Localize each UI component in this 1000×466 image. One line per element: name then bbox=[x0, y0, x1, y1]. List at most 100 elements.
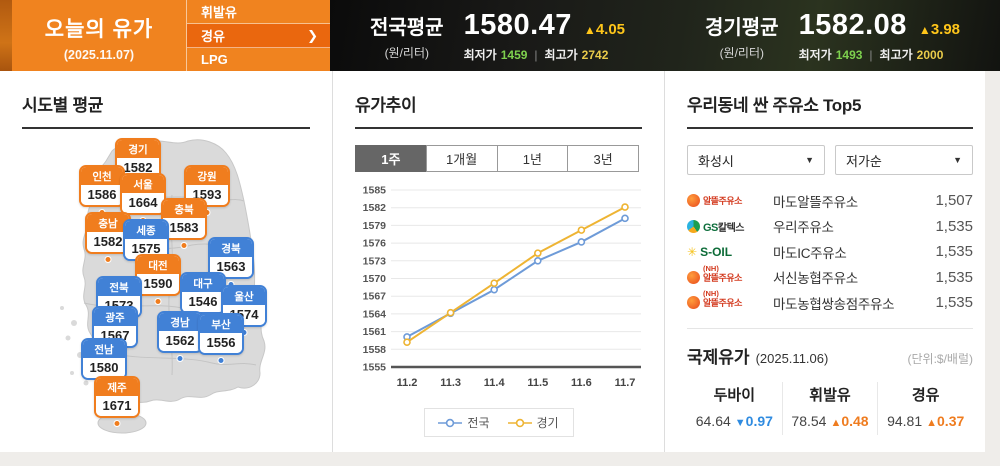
fuel-tab-0[interactable]: 휘발유❯ bbox=[187, 0, 330, 24]
station-price: 1,535 bbox=[935, 217, 973, 235]
station-row-0[interactable]: 알뜰주유소 마도알뜰주유소 1,507 bbox=[687, 188, 973, 214]
station-brand-logo: 알뜰주유소 (NH) bbox=[687, 289, 773, 310]
banner-delta-value: 3.98 bbox=[930, 20, 961, 38]
banner-values: 1580.47 ▲4.05 최저가 1459 | 최고가 2742 bbox=[464, 9, 625, 63]
region-dot-icon bbox=[176, 354, 184, 362]
station-name: 마도농협쌍송점주유소 bbox=[773, 296, 895, 312]
station-list: 알뜰주유소 마도알뜰주유소 1,507 GS칼텍스 우리주유소 1,535 ✳ S-OIL 마도… bbox=[687, 188, 973, 316]
station-price: 1,535 bbox=[935, 268, 973, 286]
region-marker-16[interactable]: 제주 1671 bbox=[94, 376, 140, 427]
intl-delta: ▲0.48 bbox=[830, 413, 868, 429]
intl-delta: ▼0.97 bbox=[735, 413, 773, 429]
brand-text: GS칼텍스 bbox=[703, 221, 745, 234]
fuel-tab-1[interactable]: 경유 ❯ bbox=[187, 24, 330, 48]
banner-label-box: 전국평균 (원/리터) bbox=[370, 11, 444, 61]
banner-region-label: 경기평균 bbox=[704, 16, 779, 39]
region-price: 1562 bbox=[159, 331, 201, 351]
select-value: 화성시 bbox=[698, 153, 734, 169]
region-marker-1[interactable]: 인천 1586 bbox=[79, 165, 125, 216]
station-row-2[interactable]: ✳ S-OIL 마도IC주유소 1,535 bbox=[687, 239, 973, 265]
page-title: 오늘의 유가 bbox=[44, 18, 154, 41]
intl-product-name: 휘발유 bbox=[809, 386, 851, 404]
soil-sun-icon: ✳ bbox=[687, 244, 698, 259]
station-row-4[interactable]: 알뜰주유소 (NH) 마도농협쌍송점주유소 1,535 bbox=[687, 289, 973, 316]
trend-chart-box: 1555 1558 1561 1564 1567 1570 1573 1576 1579 1582… bbox=[355, 182, 642, 400]
range-tab-0[interactable]: 1주 bbox=[355, 145, 427, 172]
sort-select[interactable]: 저가순 ▼ bbox=[835, 145, 973, 175]
region-price: 1586 bbox=[81, 185, 123, 205]
region-marker-2[interactable]: 서울 1664 bbox=[120, 173, 166, 224]
svg-text:11.6: 11.6 bbox=[571, 377, 592, 389]
range-tab-1[interactable]: 1개월 bbox=[425, 145, 498, 172]
fuel-tab-2[interactable]: LPG❯ bbox=[187, 48, 330, 71]
station-name: 우리주유소 bbox=[773, 220, 834, 236]
city-select[interactable]: 화성시 ▼ bbox=[687, 145, 825, 175]
region-marker-8[interactable]: 대전 1590 bbox=[135, 254, 181, 305]
svg-text:1555: 1555 bbox=[363, 362, 387, 374]
svg-text:1570: 1570 bbox=[363, 273, 387, 285]
region-marker-15[interactable]: 전남 1580 bbox=[81, 338, 127, 389]
region-marker-10[interactable]: 대구 1546 bbox=[180, 272, 226, 323]
region-price: 1582 bbox=[117, 158, 159, 178]
region-name: 제주 bbox=[96, 378, 138, 396]
region-marker-12[interactable]: 광주 1567 bbox=[92, 306, 138, 357]
station-row-3[interactable]: 알뜰주유소 (NH) 서신농협주유소 1,535 bbox=[687, 264, 973, 291]
svg-text:1579: 1579 bbox=[363, 220, 387, 232]
intl-price: 78.54 bbox=[791, 412, 827, 429]
region-label-box: 광주 1567 bbox=[92, 306, 138, 348]
station-name: 마도알뜰주유소 bbox=[773, 194, 858, 210]
region-marker-13[interactable]: 경남 1562 bbox=[157, 311, 203, 362]
region-label-box: 인천 1586 bbox=[79, 165, 125, 207]
title-underline bbox=[355, 127, 642, 129]
region-marker-6[interactable]: 세종 1575 bbox=[123, 219, 169, 270]
trend-line-chart: 1555 1558 1561 1564 1567 1570 1573 1576 1579 1582… bbox=[363, 185, 641, 389]
region-price: 1582 bbox=[87, 232, 129, 252]
up-triangle-icon: ▲ bbox=[918, 22, 931, 37]
banner-price-row: 1580.47 ▲4.05 bbox=[464, 9, 625, 42]
region-label-box: 서울 1664 bbox=[120, 173, 166, 215]
brand-text: S-OIL bbox=[700, 244, 733, 259]
intl-delta-value: 0.97 bbox=[745, 412, 773, 429]
region-name: 울산 bbox=[223, 287, 265, 305]
divider: | bbox=[869, 47, 873, 62]
gs-caltex-icon bbox=[687, 219, 700, 233]
intl-values: 78.54 ▲0.48 bbox=[783, 413, 878, 429]
region-label-box: 세종 1575 bbox=[123, 219, 169, 261]
intl-delta-value: 0.48 bbox=[841, 412, 869, 429]
korea-map-wrap: 경기 1582 인천 1586 서울 1664 강원 1593 충북 1583 충남 1582 세종 15… bbox=[22, 133, 314, 451]
station-row-1[interactable]: GS칼텍스 우리주유소 1,535 bbox=[687, 214, 973, 240]
region-label-box: 대구 1546 bbox=[180, 272, 226, 314]
title-underline bbox=[22, 127, 310, 129]
region-panel-title: 시도별 평균 bbox=[22, 96, 104, 115]
range-tab-2[interactable]: 1년 bbox=[496, 145, 569, 172]
intl-oil-header: 국제유가 (2025.11.06) (단위:$/배럴) bbox=[687, 343, 973, 368]
up-triangle-icon: ▲ bbox=[830, 416, 842, 429]
cheap-stations-panel: 우리동네 싼 주유소 Top5 화성시 ▼ 저가순 ▼ 알뜰주유소 마도알뜰주유소 1,5… bbox=[665, 71, 985, 452]
region-name: 강원 bbox=[186, 167, 228, 185]
station-brand-logo: 알뜰주유소 (NH) bbox=[687, 264, 773, 284]
region-name: 부산 bbox=[200, 315, 242, 333]
region-price: 1563 bbox=[210, 257, 252, 277]
up-triangle-icon: ▲ bbox=[926, 416, 938, 429]
banner-minmax-row: 최저가 1459 | 최고가 2742 bbox=[464, 46, 625, 63]
legend-marker-icon bbox=[438, 418, 463, 427]
min-price-label: 최저가 bbox=[798, 47, 832, 62]
region-marker-7[interactable]: 경북 1563 bbox=[208, 237, 254, 288]
region-label-box: 제주 1671 bbox=[94, 376, 140, 418]
brand-text: 알뜰주유소 bbox=[703, 298, 742, 309]
svg-text:11.4: 11.4 bbox=[484, 377, 506, 389]
intl-item-1: 휘발유 78.54 ▲0.48 bbox=[781, 381, 878, 435]
alddle-smiley-icon bbox=[687, 194, 700, 208]
range-tab-3[interactable]: 3년 bbox=[567, 145, 639, 172]
fuel-tab-label: LPG bbox=[201, 52, 228, 67]
divider: | bbox=[534, 47, 538, 62]
chart-legend: 전국 경기 bbox=[423, 408, 574, 437]
intl-values: 64.64 ▼0.97 bbox=[687, 413, 782, 429]
region-marker-14[interactable]: 부산 1556 bbox=[198, 313, 244, 364]
svg-text:11.5: 11.5 bbox=[527, 377, 548, 389]
chart-range-tabs: 1주 1개월 1년 3년 bbox=[355, 145, 639, 172]
intl-delta: ▲0.37 bbox=[926, 413, 964, 429]
region-price: 1583 bbox=[163, 218, 205, 238]
max-price-value: 2742 bbox=[581, 47, 609, 62]
alddle-smiley-icon bbox=[687, 296, 700, 310]
